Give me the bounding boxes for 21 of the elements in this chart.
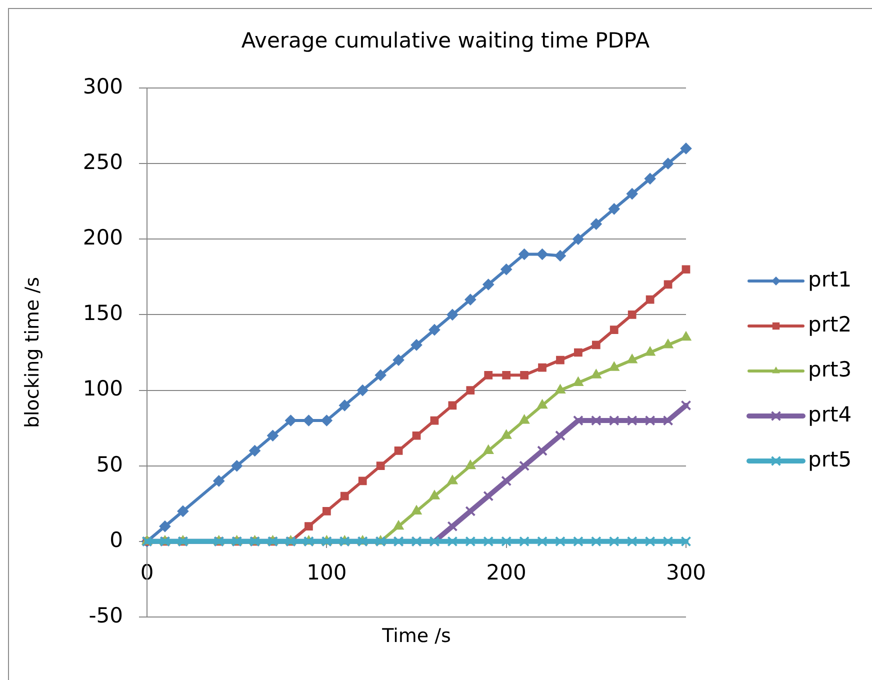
chart-frame: blocking time /s 0 100 200 300 -50 0 50 100 150 200 250 300 Average cumulative waiting time PDPA Time /s prt1 prt2 prt3 prt4 prt5 bbox=[8, 8, 872, 680]
legend-label: prt2 bbox=[808, 312, 852, 336]
y-tick-label: -50 bbox=[88, 603, 123, 628]
y-tick-label: 100 bbox=[82, 376, 123, 401]
chart-title: Average cumulative waiting time PDPA bbox=[241, 28, 650, 52]
legend-label: prt3 bbox=[808, 357, 852, 382]
x-tick-label: 200 bbox=[486, 560, 526, 584]
legend-label: prt4 bbox=[808, 402, 852, 426]
x-tick-label: 100 bbox=[306, 560, 347, 584]
y-tick-label: 0 bbox=[110, 528, 123, 552]
legend-label: prt5 bbox=[808, 447, 852, 472]
y-tick-label: 250 bbox=[82, 150, 123, 174]
y-tick-label: 300 bbox=[82, 74, 123, 98]
y-axis-title: blocking time /s bbox=[21, 276, 44, 428]
y-tick-label: 150 bbox=[82, 301, 123, 326]
y-tick-label: 50 bbox=[96, 452, 123, 476]
x-tick-label: 300 bbox=[666, 560, 706, 584]
y-tick-label: 200 bbox=[82, 226, 123, 250]
legend-label: prt1 bbox=[808, 267, 852, 292]
x-axis-title: Time /s bbox=[381, 624, 451, 647]
x-tick-label: 0 bbox=[140, 560, 154, 584]
